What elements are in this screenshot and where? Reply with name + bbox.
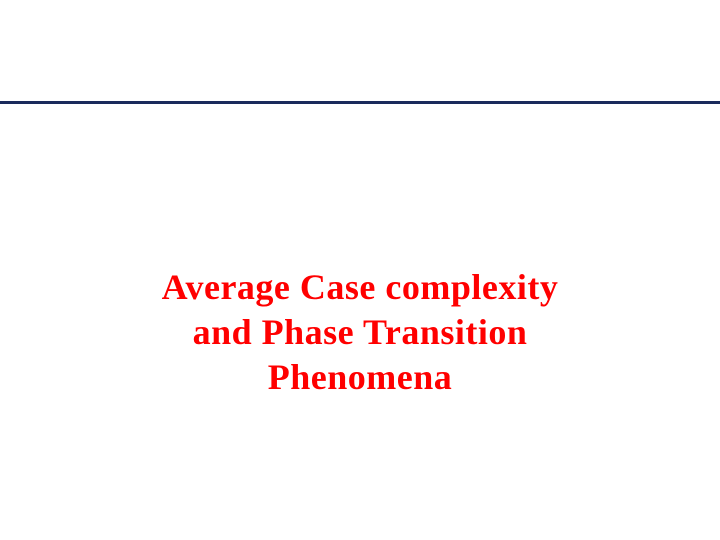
title-line-2: and Phase Transition — [0, 310, 720, 355]
horizontal-divider — [0, 101, 720, 104]
title-line-3: Phenomena — [0, 355, 720, 400]
slide-title-container: Average Case complexity and Phase Transi… — [0, 265, 720, 400]
title-line-1: Average Case complexity — [0, 265, 720, 310]
